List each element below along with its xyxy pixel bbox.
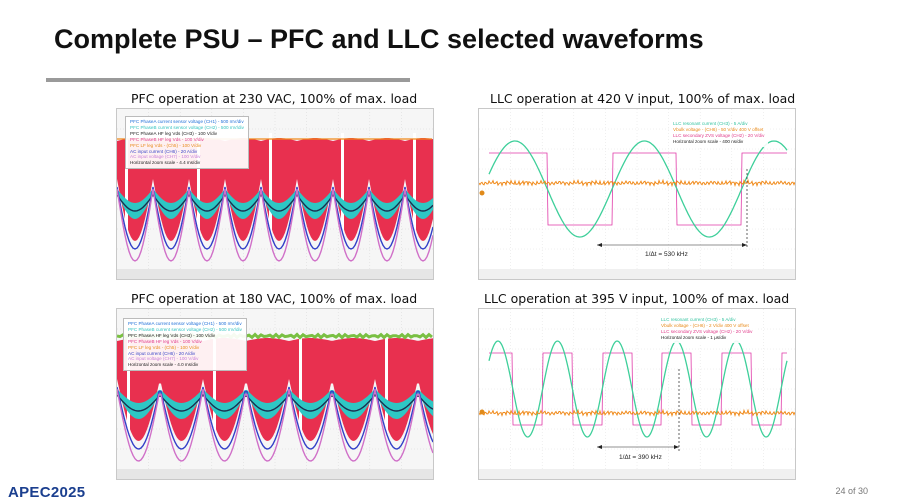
- legend-entry: PFC PhaseA current sensor voltage (CH1) …: [128, 321, 242, 326]
- legend-entry: AC input current (CH6) - 20 A/div: [130, 148, 198, 154]
- legend-entry: Horizontal zoom scale - 4.0 ms/div: [128, 362, 199, 368]
- legend-entry: PFC PhaseA HF leg Vds (CH3) - 100 V/div: [128, 332, 216, 338]
- legend-entry: Horizontal zoom scale - 1 μs/div: [661, 334, 727, 340]
- ac-current-trace: [117, 386, 433, 450]
- legend-entry: LLC resonant current (CH3) - 5 A/div: [673, 121, 748, 126]
- legend-entry: Horizontal zoom scale - 4.4 ms/div: [130, 160, 201, 166]
- legend-llc-420: LLC resonant current (CH3) - 5 A/div Vbu…: [669, 119, 769, 147]
- zero-crossing-gap: [385, 333, 388, 433]
- status-strip: [117, 269, 433, 279]
- zvs-voltage-trace: [489, 152, 787, 226]
- caption-llc-395: LLC operation at 395 V input, 100% of ma…: [484, 291, 790, 306]
- bulk-voltage-trace: [479, 178, 795, 188]
- scope-pfc-180: PFC PhaseA current sensor voltage (CH1) …: [116, 308, 434, 480]
- legend-pfc-180: PFC PhaseA current sensor voltage (CH1) …: [123, 318, 247, 372]
- legend-entry: Vbulk voltage - (CH6) - 2 V/div 400 V of…: [661, 322, 749, 328]
- dark-current-trace: [117, 393, 433, 412]
- pfc-230-waveform-plot: [117, 109, 433, 279]
- legend-entry: PFC PhaseB current sensor voltage (CH2) …: [128, 326, 242, 332]
- legend-entry: Horizontal zoom scale - 400 ns/div: [673, 138, 744, 144]
- llc-420-waveform-plot: [479, 109, 795, 279]
- arrow-head-left: [597, 445, 602, 449]
- measurement-label-llc-395: 1/Δt = 390 kHz: [619, 454, 662, 461]
- legend-llc-395: LLC resonant current (CH3) - 5 A/div Vbu…: [657, 315, 757, 343]
- zero-crossing-gap: [197, 133, 200, 233]
- caption-llc-420: LLC operation at 420 V input, 100% of ma…: [490, 91, 796, 106]
- status-strip: [479, 269, 795, 279]
- page-number: 24 of 30: [835, 486, 868, 496]
- legend-entry: LLC resonant current (CH3) - 5 A/div: [661, 317, 736, 322]
- zero-crossing-gap: [127, 333, 130, 433]
- arrow-head-left: [597, 243, 602, 247]
- legend-entry: AC input current (CH6) - 20 A/div: [128, 350, 196, 356]
- status-strip: [479, 469, 795, 479]
- channel-marker: [479, 409, 485, 415]
- arrow-head-right: [674, 445, 679, 449]
- zero-crossing-gap: [213, 333, 216, 433]
- legend-entry: PFC PhaseB HF leg Vds - 100 V/div: [128, 338, 202, 344]
- title-underline: [46, 78, 410, 82]
- zvs-voltage-trace: [489, 352, 787, 426]
- legend-entry: AC input voltage (CH7) - 100 V/div: [130, 154, 201, 160]
- ac-voltage-trace: [117, 188, 433, 262]
- zero-crossing-gap: [125, 133, 128, 233]
- slide-title: Complete PSU – PFC and LLC selected wave…: [54, 24, 704, 54]
- resonant-current-trace: [488, 140, 788, 238]
- legend-entry: AC input voltage (CH7) - 100 V/div: [128, 356, 199, 362]
- caption-pfc-230: PFC operation at 230 VAC, 100% of max. l…: [131, 91, 418, 106]
- legend-entry: PFC LF leg Vds - (Ch5) - 100 V/div: [128, 344, 200, 350]
- zero-crossing-gap: [299, 333, 302, 433]
- legend-entry: PFC PhaseB HF leg Vds - 100 V/div: [130, 136, 204, 142]
- measurement-label-llc-420: 1/Δt = 530 kHz: [645, 251, 688, 258]
- legend-entry: PFC PhaseB current sensor voltage (CH2) …: [130, 124, 244, 130]
- channel-marker: [479, 190, 485, 196]
- legend-entry: PFC PhaseA current sensor voltage (CH1) …: [130, 119, 244, 124]
- cyan-current-band: [117, 189, 433, 219]
- bulk-voltage-trace: [479, 408, 795, 418]
- legend-entry: Vbulk voltage - (CH6) - 50 V/div 400 V o…: [673, 126, 764, 132]
- scope-pfc-230: PFC PhaseA current sensor voltage (CH1) …: [116, 108, 434, 280]
- apec-logo: APEC2025: [8, 484, 86, 501]
- caption-pfc-180: PFC operation at 180 VAC, 100% of max. l…: [131, 291, 418, 306]
- scope-llc-395: LLC resonant current (CH3) - 5 A/div Vbu…: [478, 308, 796, 480]
- zero-crossing-gap: [413, 133, 416, 233]
- zero-crossing-gap: [341, 133, 344, 233]
- ac-current-trace: [117, 186, 433, 250]
- legend-entry: PFC PhaseA HF leg Vds (CH3) - 100 V/div: [130, 130, 218, 136]
- scope-llc-420: LLC resonant current (CH3) - 5 A/div Vbu…: [478, 108, 796, 280]
- dark-current-trace: [117, 193, 433, 212]
- arrow-head-right: [742, 243, 747, 247]
- legend-entry: LLC secondary ZVS voltage (CH2) - 20 V/d…: [673, 132, 765, 138]
- legend-entry: PFC LF leg Vds - (Ch5) - 100 V/div: [130, 142, 202, 148]
- status-strip: [117, 469, 433, 479]
- legend-entry: LLC secondary ZVS voltage (CH2) - 20 V/d…: [661, 328, 753, 334]
- zero-crossing-gap: [269, 133, 272, 233]
- legend-pfc-230: PFC PhaseA current sensor voltage (CH1) …: [125, 116, 249, 170]
- ac-voltage-trace: [117, 388, 433, 462]
